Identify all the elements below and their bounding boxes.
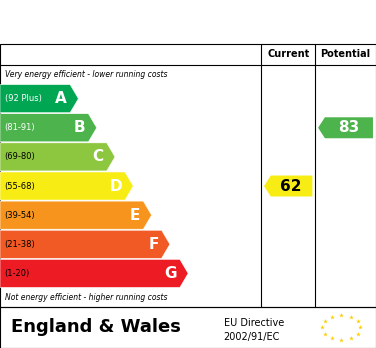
- Text: Potential: Potential: [320, 49, 371, 59]
- Polygon shape: [0, 201, 152, 229]
- Polygon shape: [0, 230, 170, 258]
- Text: D: D: [109, 179, 122, 193]
- Polygon shape: [0, 259, 188, 287]
- Text: E: E: [130, 208, 140, 223]
- Polygon shape: [318, 117, 373, 138]
- Text: (69-80): (69-80): [5, 152, 35, 161]
- Text: (55-68): (55-68): [5, 182, 35, 190]
- Text: (1-20): (1-20): [5, 269, 30, 278]
- Text: F: F: [148, 237, 159, 252]
- Text: (92 Plus): (92 Plus): [5, 94, 41, 103]
- Polygon shape: [264, 175, 312, 197]
- Text: C: C: [92, 149, 104, 164]
- Text: 62: 62: [280, 179, 302, 193]
- Polygon shape: [0, 143, 115, 171]
- Text: EU Directive: EU Directive: [224, 317, 284, 327]
- Text: Not energy efficient - higher running costs: Not energy efficient - higher running co…: [5, 293, 167, 302]
- Polygon shape: [0, 172, 133, 200]
- Text: 83: 83: [338, 120, 359, 135]
- Text: G: G: [164, 266, 177, 281]
- Text: B: B: [74, 120, 85, 135]
- Polygon shape: [0, 85, 78, 113]
- Text: (21-38): (21-38): [5, 240, 35, 249]
- Text: Current: Current: [267, 49, 309, 59]
- Text: Energy Efficiency Rating: Energy Efficiency Rating: [64, 13, 312, 31]
- Text: England & Wales: England & Wales: [11, 318, 181, 337]
- Text: (39-54): (39-54): [5, 211, 35, 220]
- Text: (81-91): (81-91): [5, 123, 35, 132]
- Text: 2002/91/EC: 2002/91/EC: [224, 332, 280, 341]
- Polygon shape: [0, 114, 97, 142]
- Text: A: A: [55, 91, 67, 106]
- Text: Very energy efficient - lower running costs: Very energy efficient - lower running co…: [5, 70, 167, 79]
